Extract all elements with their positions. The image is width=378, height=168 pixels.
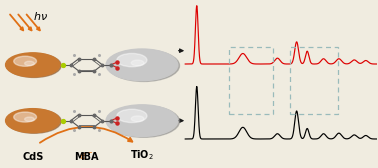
Text: $e^-$: $e^-$ — [79, 151, 94, 162]
Circle shape — [7, 109, 61, 133]
Text: $h\nu$: $h\nu$ — [33, 10, 48, 22]
Circle shape — [14, 56, 37, 66]
Circle shape — [7, 53, 61, 77]
Circle shape — [14, 112, 37, 122]
Circle shape — [108, 50, 180, 81]
Circle shape — [131, 116, 144, 122]
Circle shape — [25, 117, 34, 121]
Circle shape — [117, 109, 147, 122]
Circle shape — [106, 49, 178, 81]
Circle shape — [131, 60, 144, 66]
Circle shape — [25, 61, 34, 66]
Circle shape — [108, 106, 180, 137]
Circle shape — [6, 109, 60, 133]
Circle shape — [6, 53, 60, 77]
Text: MBA: MBA — [74, 152, 99, 162]
Circle shape — [117, 53, 147, 67]
Circle shape — [106, 105, 178, 136]
Text: TiO$_2$: TiO$_2$ — [130, 149, 154, 162]
FancyArrowPatch shape — [40, 127, 132, 143]
Text: CdS: CdS — [22, 152, 43, 162]
